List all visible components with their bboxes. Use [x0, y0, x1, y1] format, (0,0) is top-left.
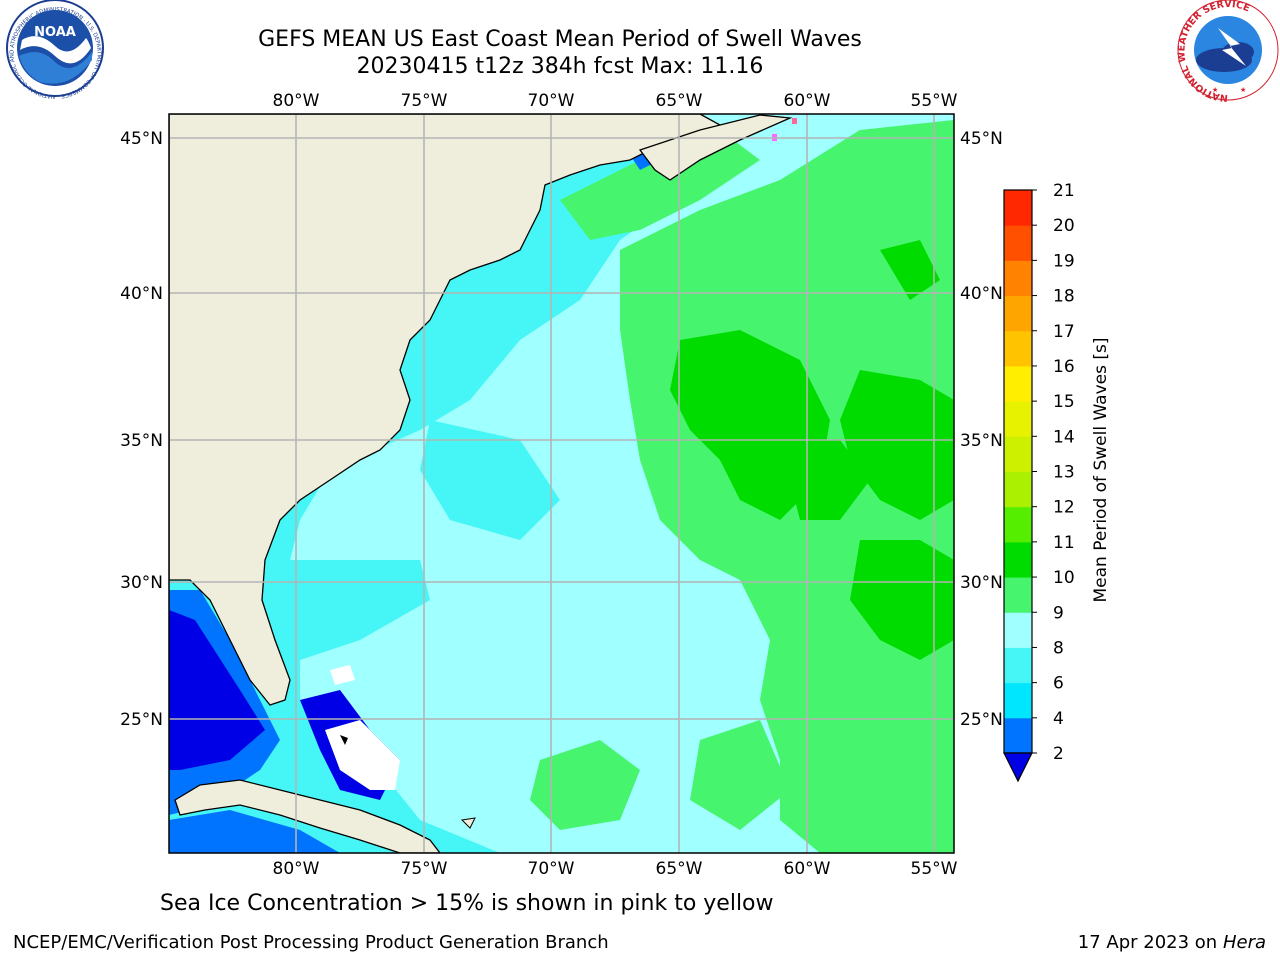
- colorbar-tick-label: 13: [1053, 463, 1075, 483]
- noaa-logo-text: NOAA: [34, 25, 76, 40]
- colorbar-tick-label: 17: [1053, 322, 1075, 342]
- lat-label: 25°N: [960, 710, 1003, 730]
- lat-labels-left: 45°N 40°N 35°N 30°N 25°N: [120, 129, 163, 730]
- colorbar-tick-label: 14: [1053, 427, 1075, 447]
- colorbar-tick-label: 21: [1053, 181, 1075, 201]
- colorbar-swatch: [1004, 506, 1032, 543]
- colorbar-swatch: [1004, 330, 1032, 367]
- lat-label: 40°N: [960, 284, 1003, 304]
- lat-label: 45°N: [960, 129, 1003, 149]
- footer-credit: NCEP/EMC/Verification Post Processing Pr…: [13, 932, 609, 953]
- colorbar-tick-label: 6: [1053, 674, 1064, 694]
- footer-machine: Hera: [1222, 932, 1266, 953]
- colorbar-tick-label: 9: [1053, 603, 1064, 623]
- noaa-logo: NATIONAL OCEANIC AND ATMOSPHERIC ADMINIS…: [6, 0, 104, 99]
- lat-label: 40°N: [120, 284, 163, 304]
- colorbar-swatch: [1004, 295, 1032, 332]
- lon-labels-bottom: 80°W 75°W 70°W 65°W 60°W 55°W: [273, 859, 958, 879]
- colorbar-swatch: [1004, 436, 1032, 472]
- nws-logo: NATIONAL WEATHER SERVICE ★ ★: [1176, 0, 1279, 103]
- colorbar-label: Mean Period of Swell Waves [s]: [1091, 338, 1111, 603]
- colorbar-tick-label: 20: [1053, 216, 1075, 236]
- colorbar-under-arrow: [1003, 752, 1033, 783]
- lat-labels-right: 45°N 40°N 35°N 30°N 25°N: [960, 129, 1003, 730]
- colorbar-tick-label: 12: [1053, 498, 1075, 518]
- lon-label: 65°W: [656, 859, 703, 879]
- colorbar-tick-label: 16: [1053, 357, 1075, 377]
- sea-ice-note: Sea Ice Concentration > 15% is shown in …: [160, 891, 774, 916]
- colorbar-swatch: [1004, 225, 1032, 261]
- lon-label: 80°W: [273, 91, 320, 111]
- footer-date: 17 Apr 2023 on Hera: [1078, 932, 1266, 953]
- map-frame: [168, 113, 955, 854]
- lat-label: 30°N: [960, 573, 1003, 593]
- lon-label: 55°W: [911, 91, 958, 111]
- colorbar-swatch: [1004, 647, 1032, 684]
- colorbar-swatch: [1004, 471, 1032, 508]
- colorbar-tick-label: 10: [1053, 568, 1075, 588]
- colorbar-tick-label: 19: [1053, 251, 1075, 271]
- lat-label: 25°N: [120, 710, 163, 730]
- lat-label: 45°N: [120, 129, 163, 149]
- colorbar-swatch: [1004, 682, 1032, 719]
- colorbar-tick-label: 15: [1053, 392, 1075, 412]
- map-subtitle: 20230415 t12z 384h fcst Max: 11.16: [356, 54, 764, 79]
- colorbar-swatch: [1004, 717, 1032, 754]
- lat-label: 30°N: [120, 573, 163, 593]
- footer-date-text: 17 Apr 2023 on: [1077, 932, 1223, 953]
- colorbar-tick-label: 8: [1053, 638, 1064, 658]
- lon-label: 80°W: [273, 859, 320, 879]
- colorbar-swatch: [1004, 541, 1032, 578]
- lon-label: 60°W: [784, 91, 831, 111]
- colorbar-swatch: [1004, 365, 1032, 402]
- colorbar-tick-label: 11: [1053, 533, 1075, 553]
- colorbar: 2 4 6 8 9 10 11 12 13 14 15 16 17 18 19 20 21: [1003, 181, 1075, 783]
- colorbar-swatch: [1004, 612, 1032, 648]
- colorbar-swatch: [1004, 401, 1032, 437]
- map-title: GEFS MEAN US East Coast Mean Period of S…: [258, 27, 862, 52]
- colorbar-tick-label: 4: [1053, 709, 1064, 729]
- svg-text:★: ★: [1212, 86, 1218, 94]
- lat-label: 35°N: [120, 431, 163, 451]
- colorbar-swatch: [1004, 190, 1032, 226]
- swell-period-field: [169, 114, 954, 853]
- lon-label: 55°W: [911, 859, 958, 879]
- lon-label: 70°W: [528, 91, 575, 111]
- lat-label: 35°N: [960, 431, 1003, 451]
- colorbar-tick-label: 18: [1053, 287, 1075, 307]
- lon-label: 75°W: [401, 91, 448, 111]
- lon-labels-top: 80°W 75°W 70°W 65°W 60°W 55°W: [273, 91, 958, 111]
- colorbar-swatch: [1004, 577, 1032, 613]
- lon-label: 65°W: [656, 91, 703, 111]
- colorbar-swatch: [1004, 260, 1032, 297]
- colorbar-tick-label: 2: [1053, 744, 1064, 764]
- lon-label: 60°W: [784, 859, 831, 879]
- lon-label: 70°W: [528, 859, 575, 879]
- lon-label: 75°W: [401, 859, 448, 879]
- map-gridlines: [169, 114, 954, 853]
- svg-text:★: ★: [1240, 86, 1246, 94]
